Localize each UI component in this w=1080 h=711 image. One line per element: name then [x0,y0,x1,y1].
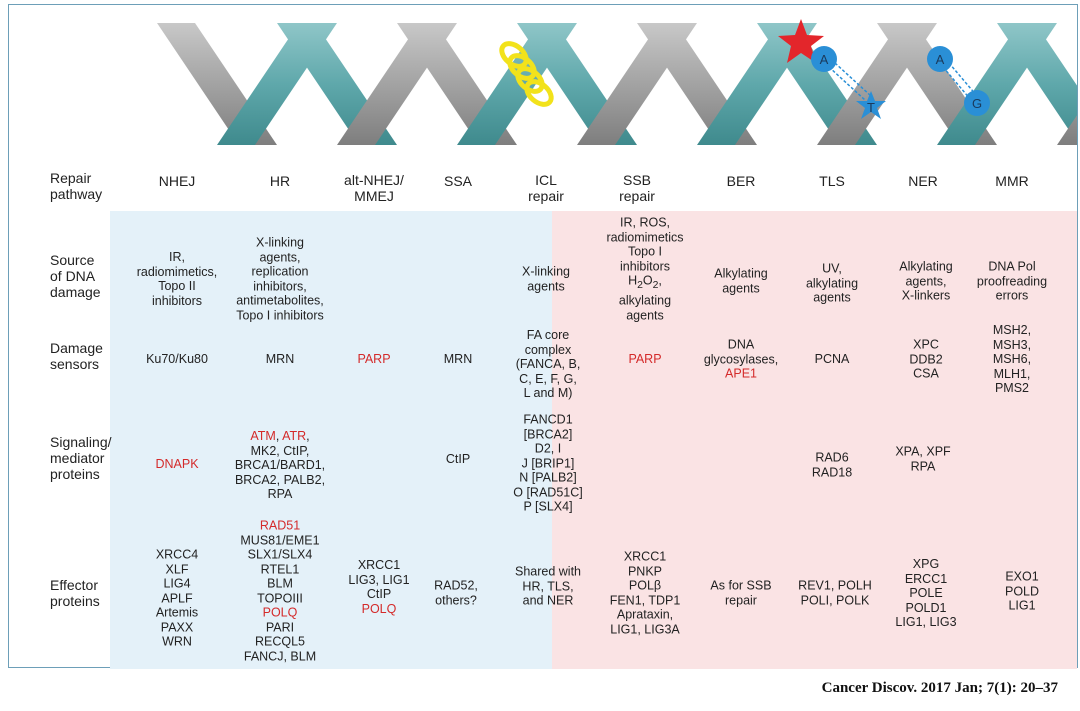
source-nhej: IR, radiomimetics, Topo II inhibitors [136,250,218,308]
row-label-source: Source of DNA damage [50,252,101,300]
col-header-ssa: SSA [443,173,473,189]
sensor-ber-ape1: APE1 [725,366,757,381]
effector-ssb: XRCC1 PNKP POLβ FEN1, TDP1 Aprataxin, LI… [609,549,681,637]
signal-ner: XPA, XPF RPA [895,444,951,474]
helix-front-ribbon [337,23,457,145]
effector-hr-rad51: RAD51 [259,518,301,533]
signal-hr-atm: ATM [250,428,276,443]
sensor-nhej: Ku70/Ku80 [146,351,208,366]
helix-front-ribbon [697,23,817,145]
base-label-a: A [820,52,829,67]
col-header-icl: ICL repair [528,172,564,204]
sensor-ber: DNA glycosylases, APE1 [704,337,778,381]
row-label-pathway: Repair pathway [50,170,103,202]
damage-star-icon [778,19,824,63]
signal-hr-atr: ATR [282,428,307,443]
single-strand-damage-zone [552,211,1077,669]
source-mmr: DNA Pol proofreading errors [976,259,1048,303]
effector-alt-nhej: XRCC1 LIG3, LIG1 CtIP POLQ [348,558,409,616]
helix-front-ribbon [817,23,937,145]
helix-strands [157,23,1077,145]
effector-tls: REV1, POLH POLI, POLK [798,578,872,608]
sensor-hr: MRN [265,351,295,366]
base-a-icon [811,46,837,72]
effector-icl: Shared with HR, TLS, and NER [514,564,582,608]
source-ssb-text-a: IR, ROS, radiomimetics Topo I inhibitors [606,215,684,274]
sensor-tls: PCNA [814,351,850,366]
signal-icl: FANCD1 [BRCA2] D2, I J [BRIP1] N [PALB2]… [513,412,583,514]
source-icl: X-linking agents [522,264,570,294]
base-label-a2: A [936,52,945,67]
signal-hr-rest: , MK2, CtIP, BRCA1/BARD1, BRCA2, PALB2, … [234,428,326,501]
col-header-hr: HR [269,173,291,189]
source-ssb-sub-2b: 2 [652,280,659,291]
double-strand-break-zone [110,211,552,669]
base-pair-mismatch-icon: A T A G [811,46,990,119]
source-ner: Alkylating agents, X-linkers [899,259,953,303]
signal-hr: ATM, ATR, MK2, CtIP, BRCA1/BARD1, BRCA2,… [235,429,325,502]
source-tls: UV, alkylating agents [805,261,859,305]
sensor-alt-nhej: PARP [357,351,391,366]
effector-hr-polq: POLQ [262,605,298,620]
sensor-ssa: MRN [443,351,473,366]
signal-nhej: DNAPK [155,456,199,471]
base-label-g: G [972,96,982,111]
col-header-ner: NER [908,173,938,189]
col-header-tls: TLS [819,173,845,189]
sensor-ssb: PARP [628,351,662,366]
source-ber: Alkylating agents [714,266,768,296]
signal-tls: RAD6 RAD18 [811,450,853,480]
signal-ssa: CtIP [445,451,471,466]
dna-helix-illustration: A T A G [157,19,1077,145]
effector-ner: XPG ERCC1 POLE POLD1 LIG1, LIG3 [895,556,957,629]
signal-hr-sep: , [275,428,283,443]
effector-hr-rest: PARI RECQL5 FANCJ, BLM [243,620,317,663]
effector-ber: As for SSB repair [710,578,772,608]
source-ssb-o: O [642,273,653,288]
base-a2-icon [927,46,953,72]
row-label-sensors: Damage sensors [50,340,103,372]
col-header-mmr: MMR [995,173,1029,189]
source-ssb-sub-2: 2 [637,280,643,291]
effector-alt-text: XRCC1 LIG3, LIG1 CtIP [348,558,410,601]
effector-mmr: EXO1 POLD LIG1 [1004,569,1040,613]
helix-front-ribbon [937,23,1057,145]
effector-ssa: RAD52, others? [434,578,478,608]
base-t-star-icon [856,91,886,119]
base-g-icon [964,90,990,116]
col-header-ssb: SSB repair [619,172,655,204]
base-label-t: T [867,100,875,115]
row-label-signaling: Signaling/ mediator proteins [50,434,112,482]
sensor-ner: XPC DDB2 CSA [909,337,943,381]
source-ssb-h: H [628,273,638,288]
source-ssb: IR, ROS, radiomimetics Topo I inhibitors… [606,216,683,323]
effector-hr-mid: MUS81/EME1 SLX1/SLX4 RTEL1 BLM TOPOIII [240,533,320,605]
helix-front-ribbon [217,23,337,145]
effector-alt-polq: POLQ [361,601,397,616]
source-ssb-text-b: , alkylating agents [618,273,672,323]
col-header-alt-nhej: alt-NHEJ/ MMEJ [344,172,404,204]
sensor-icl: FA core complex (FANCA, B, C, E, F, G, L… [515,327,581,400]
figure-frame: A T A G Repair pathway NHEJ HR alt-NHEJ/… [8,4,1078,669]
helix-front-ribbon [457,23,577,145]
effector-nhej: XRCC4 XLF LIG4 APLF Artemis PAXX WRN [155,547,199,649]
helix-front-ribbon [577,23,697,145]
source-hr: X-linking agents, replication inhibitors… [236,235,324,323]
col-header-ber: BER [726,173,756,189]
sensor-mmr: MSH2, MSH3, MSH6, MLH1, PMS2 [992,322,1032,395]
col-header-nhej: NHEJ [158,173,196,189]
helix-front-ribbon [1057,115,1077,145]
effector-hr: RAD51 MUS81/EME1 SLX1/SLX4 RTEL1 BLM TOPO… [240,519,319,664]
interstrand-crosslink-icon [499,41,554,107]
sensor-ber-text: DNA glycosylases, [703,337,779,366]
row-label-effector: Effector proteins [50,577,100,609]
citation: Cancer Discov. 2017 Jan; 7(1): 20–37 [821,680,1058,696]
